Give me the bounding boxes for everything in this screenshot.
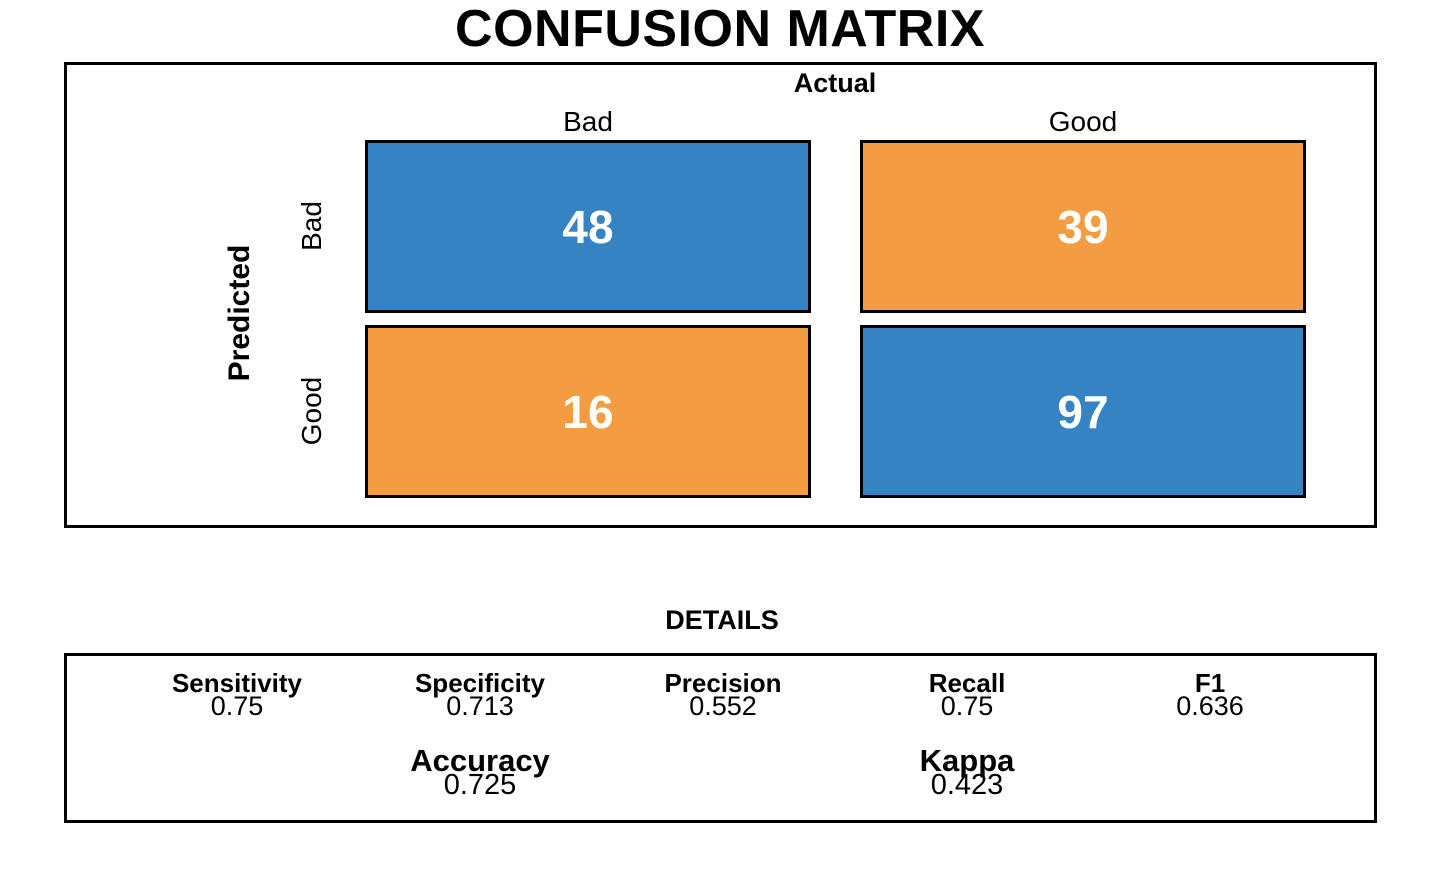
stat-recall: Recall 0.75 bbox=[929, 670, 1006, 720]
cell-value: 16 bbox=[562, 385, 614, 438]
stat-precision: Precision 0.552 bbox=[664, 670, 781, 720]
matrix-cell-predicted-good-actual-good: 97 bbox=[860, 325, 1306, 498]
cell-value: 39 bbox=[1057, 200, 1109, 253]
actual-axis-label: Actual bbox=[793, 68, 877, 98]
cell-value: 48 bbox=[562, 200, 614, 253]
row-label-good: Good bbox=[296, 376, 327, 446]
page-title: CONFUSION MATRIX bbox=[455, 0, 985, 58]
column-label-good: Good bbox=[1048, 106, 1118, 137]
stat-label: Specificity bbox=[414, 668, 546, 698]
stat-value: 0.423 bbox=[930, 769, 1004, 801]
stat-label: Recall bbox=[928, 668, 1006, 698]
stat-value: 0.75 bbox=[210, 691, 264, 721]
stat-value: 0.713 bbox=[446, 691, 514, 721]
stat-label: Accuracy bbox=[410, 743, 550, 778]
column-label-bad: Bad bbox=[563, 106, 613, 137]
matrix-cell-predicted-good-actual-bad: 16 bbox=[365, 325, 811, 498]
stat-value: 0.75 bbox=[940, 691, 994, 721]
details-panel: Sensitivity 0.75 Specificity 0.713 Preci… bbox=[64, 653, 1377, 823]
stat-value: 0.552 bbox=[689, 691, 757, 721]
matrix-cell-predicted-bad-actual-good: 39 bbox=[860, 140, 1306, 313]
cell-value: 97 bbox=[1057, 385, 1109, 438]
stat-sensitivity: Sensitivity 0.75 bbox=[172, 670, 302, 720]
row-label-bad: Bad bbox=[296, 201, 327, 251]
stat-f1: F1 0.636 bbox=[1176, 670, 1244, 720]
details-title: DETAILS bbox=[665, 605, 779, 635]
stat-label: F1 bbox=[1194, 668, 1226, 698]
matrix-panel: Actual Bad Good Predicted Bad Good 48 39… bbox=[64, 62, 1377, 528]
stat-value: 0.725 bbox=[443, 769, 517, 801]
stat-label: Kappa bbox=[919, 743, 1015, 778]
stat-specificity: Specificity 0.713 bbox=[415, 670, 545, 720]
stat-accuracy: Accuracy 0.725 bbox=[410, 743, 550, 801]
matrix-cell-predicted-bad-actual-bad: 48 bbox=[365, 140, 811, 313]
predicted-axis-label: Predicted bbox=[223, 244, 256, 382]
stat-value: 0.636 bbox=[1176, 691, 1244, 721]
stat-label: Sensitivity bbox=[171, 668, 303, 698]
stat-label: Precision bbox=[664, 668, 782, 698]
stat-kappa: Kappa 0.423 bbox=[919, 743, 1015, 801]
